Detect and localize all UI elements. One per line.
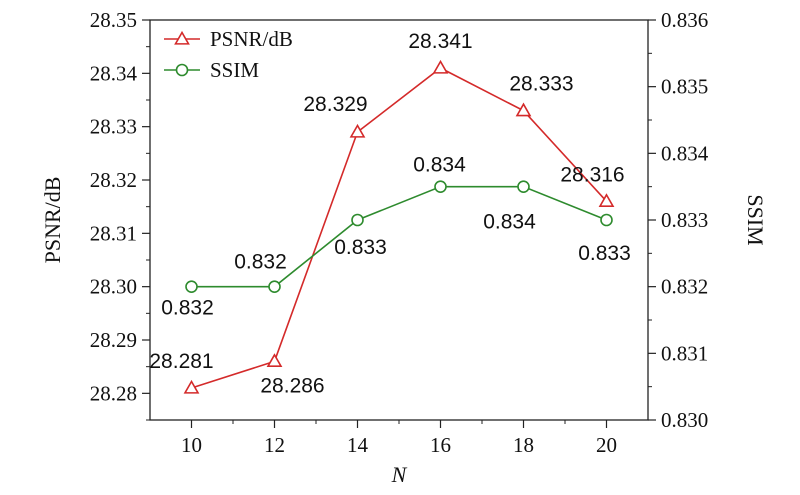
psnr-marker <box>183 379 200 394</box>
y-left-tick-label: 28.30 <box>90 275 137 299</box>
y-right-tick-label: 0.836 <box>661 8 708 32</box>
legend-label: PSNR/dB <box>210 27 293 51</box>
ssim-marker <box>268 280 281 293</box>
x-tick-label: 12 <box>264 433 285 457</box>
y-right-tick-label: 0.834 <box>661 141 709 165</box>
x-tick-label: 10 <box>181 433 202 457</box>
legend: PSNR/dB SSIM <box>164 27 293 82</box>
y-right-tick-label: 0.831 <box>661 341 708 365</box>
psnr-data-label: 28.316 <box>560 163 624 186</box>
legend-marker-circle <box>175 63 189 77</box>
series-line-psnr-db <box>191 67 608 389</box>
ssim-data-label: 0.834 <box>483 211 536 234</box>
y-left-tick-label: 28.32 <box>90 168 137 192</box>
y-right-axis-title: SSIM <box>743 194 768 245</box>
ssim-data-label: 0.833 <box>578 242 631 265</box>
ssim-marker <box>185 280 198 293</box>
ssim-marker <box>351 213 364 227</box>
ssim-data-label: 0.833 <box>334 236 387 259</box>
ssim-data-label: 0.832 <box>234 251 287 274</box>
y-left-tick-label: 28.33 <box>90 115 137 139</box>
y-right-tick-label: 0.830 <box>661 408 708 432</box>
psnr-data-label: 28.329 <box>303 93 367 116</box>
y-left-axis-title: PSNR/dB <box>40 177 65 264</box>
psnr-data-label: 28.341 <box>408 30 472 53</box>
ssim-marker <box>517 180 530 193</box>
legend-marker-triangle <box>174 30 190 45</box>
x-tick-label: 16 <box>430 433 451 457</box>
y-left-tick-label: 28.31 <box>90 221 137 245</box>
y-left-tick-label: 28.35 <box>90 8 137 32</box>
y-left-tick-label: 28.28 <box>90 381 137 405</box>
y-left-tick-label: 28.29 <box>90 328 137 352</box>
x-tick-label: 20 <box>596 433 617 457</box>
series-layer <box>183 59 615 394</box>
psnr-marker <box>349 123 366 138</box>
psnr-data-label: 28.333 <box>509 73 573 96</box>
y-right-tick-label: 0.835 <box>661 75 708 99</box>
psnr-marker <box>515 102 532 117</box>
series-line-ssim <box>191 185 607 288</box>
ssim-marker <box>434 180 447 193</box>
psnr-marker <box>598 193 615 208</box>
psnr-marker <box>266 353 283 368</box>
psnr-marker <box>432 59 449 74</box>
y-right-tick-label: 0.832 <box>661 275 708 299</box>
ssim-data-label: 0.834 <box>413 154 466 177</box>
y-right-tick-label: 0.833 <box>661 208 708 232</box>
legend-label: SSIM <box>210 58 259 82</box>
ssim-data-label: 0.832 <box>161 297 214 320</box>
axes-layer: 10 12 14 16 18 20 28.28 28.29 28.30 28.31 28.32 28.… <box>40 8 768 487</box>
data-labels-layer: 28.281 28.286 28.329 28.341 28.333 28.316 0.83… <box>149 30 630 397</box>
psnr-data-label: 28.286 <box>260 374 324 397</box>
y-left-tick-label: 28.34 <box>90 61 138 85</box>
x-axis-title: N <box>391 462 408 487</box>
psnr-data-label: 28.281 <box>149 350 213 373</box>
ssim-marker <box>600 213 613 227</box>
x-tick-label: 14 <box>347 433 369 457</box>
x-tick-label: 18 <box>513 433 534 457</box>
